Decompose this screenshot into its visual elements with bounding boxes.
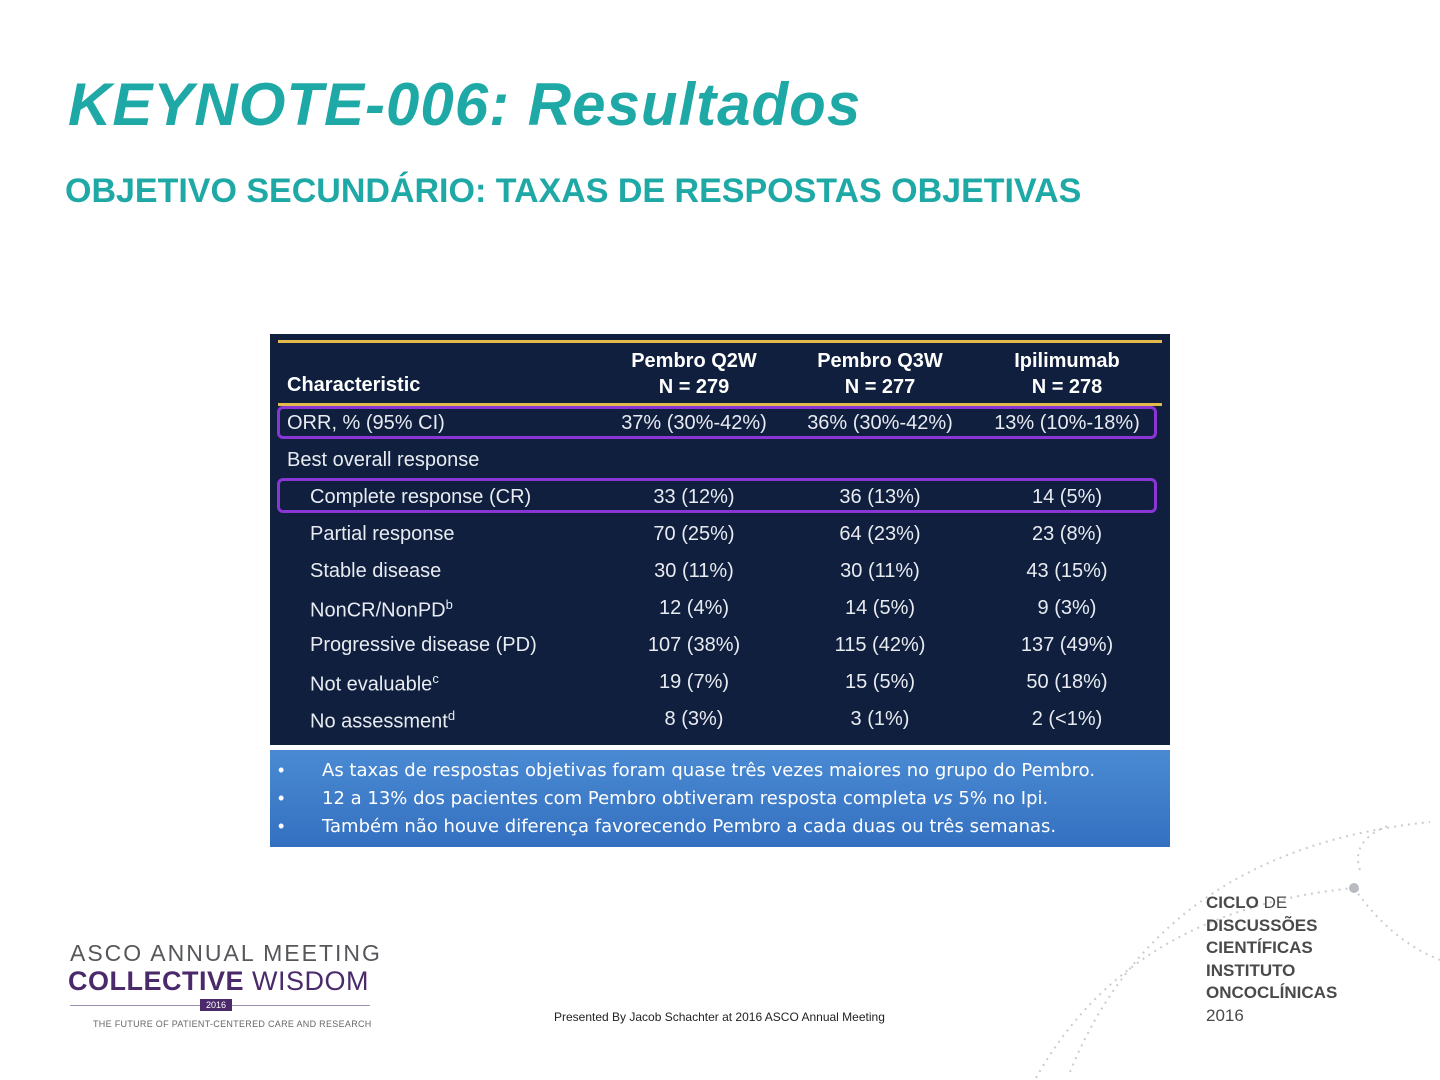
bullet-text-2: 12 a 13% dos pacientes com Pembro obtive… (322, 788, 1048, 809)
row-label: ORR, % (95% CI) (287, 412, 445, 434)
cell-value: 50 (18%) (1026, 671, 1108, 693)
asco-logo-year: 2016 (200, 999, 233, 1011)
footnote-marker: d (447, 708, 456, 723)
cell-value: 23 (8%) (1031, 523, 1103, 545)
cell-value: 2 (<1%) (1031, 708, 1103, 730)
ciclo-logo-line1: CICLO DE (1206, 892, 1337, 915)
table-top-rule (278, 340, 1162, 343)
column-name: Pembro Q3W (817, 350, 943, 372)
cell-value: 37% (30%-42%) (621, 412, 767, 434)
row-label-text: No assessment (310, 710, 448, 733)
table-row-no-assessment: No assessmentd 8 (3%) 3 (1%) 2 (<1%) (270, 702, 1170, 738)
row-label-text: Not evaluable (310, 673, 433, 696)
bullet-text-part: 12 a 13% dos pacientes com Pembro obtive… (322, 788, 933, 809)
ciclo-logo-line4: INSTITUTO (1206, 960, 1296, 980)
asco-logo-tagline: THE FUTURE OF PATIENT-CENTERED CARE AND … (93, 1019, 372, 1029)
column-header-pembro-q2w: Pembro Q2W N = 279 (604, 348, 784, 400)
table-row-partial-response: Partial response 70 (25%) 64 (23%) 23 (8… (270, 517, 1170, 553)
bullet-marker: • (278, 760, 285, 780)
cell-value: 14 (5%) (1031, 486, 1103, 508)
bullet-marker: • (278, 816, 285, 836)
row-label: NonCR/NonPDb (310, 597, 453, 623)
summary-bullets-box: • As taxas de respostas objetivas foram … (270, 750, 1170, 847)
cell-value: 70 (25%) (653, 523, 735, 545)
cell-value: 13% (10%-18%) (994, 412, 1140, 434)
asco-logo-wisdom: WISDOM (252, 966, 370, 996)
slide-title: KEYNOTE-006: Resultados (68, 71, 862, 138)
bullet-marker: • (278, 788, 285, 808)
cell-value: 43 (15%) (1026, 560, 1108, 582)
ciclo-logo: CICLO DE DISCUSSÕES CIENTÍFICAS INSTITUT… (1206, 892, 1337, 1027)
column-n: N = 277 (844, 376, 916, 398)
asco-logo-collective: COLLECTIVE (68, 966, 245, 996)
ciclo-logo-line5: ONCOCLÍNICAS (1206, 983, 1338, 1002)
cell-value: 8 (3%) (664, 708, 724, 730)
cell-value: 3 (1%) (850, 708, 910, 730)
row-label: Best overall response (287, 449, 480, 471)
row-label: Progressive disease (PD) (310, 634, 537, 656)
results-table: Characteristic Pembro Q2W N = 279 Pembro… (270, 334, 1170, 745)
cell-value: 14 (5%) (844, 597, 916, 619)
cell-value: 36% (30%-42%) (807, 412, 953, 434)
table-row-progressive-disease: Progressive disease (PD) 107 (38%) 115 (… (270, 628, 1170, 664)
cell-value: 9 (3%) (1037, 597, 1097, 619)
cell-value: 64 (23%) (839, 523, 921, 545)
ciclo-logo-de: DE (1263, 893, 1288, 912)
column-n: N = 278 (1031, 376, 1103, 398)
footnote-marker: b (445, 597, 453, 612)
orr-row-highlight (277, 406, 1157, 439)
cell-value: 30 (11%) (840, 560, 920, 582)
row-label: No assessmentd (310, 708, 455, 734)
decorative-arc-graphic (1035, 821, 1440, 1079)
column-header-ipilimumab: Ipilimumab N = 278 (977, 348, 1157, 400)
table-header-rule (278, 403, 1162, 406)
table-row-stable-disease: Stable disease 30 (11%) 30 (11%) 43 (15%… (270, 554, 1170, 590)
bullet-text-1: As taxas de respostas objetivas foram qu… (322, 760, 1096, 781)
bullet-text-italic: vs (932, 788, 953, 809)
row-label: Complete response (CR) (310, 486, 532, 508)
cell-value: 137 (49%) (1020, 634, 1114, 656)
table-row-best-overall: Best overall response (270, 443, 1170, 479)
cell-value: 12 (4%) (658, 597, 730, 619)
cell-value: 30 (11%) (654, 560, 734, 582)
table-row-orr: ORR, % (95% CI) 37% (30%-42%) 36% (30%-4… (270, 406, 1170, 442)
table-row-noncr-nonpd: NonCR/NonPDb 12 (4%) 14 (5%) 9 (3%) (270, 591, 1170, 627)
table-row-complete-response: Complete response (CR) 33 (12%) 36 (13%)… (270, 480, 1170, 516)
ciclo-logo-line2: DISCUSSÕES (1206, 915, 1318, 935)
cr-row-highlight (277, 478, 1157, 513)
column-header-pembro-q3w: Pembro Q3W N = 277 (790, 348, 970, 400)
presenter-footer: Presented By Jacob Schachter at 2016 ASC… (554, 1010, 885, 1024)
cell-value: 115 (42%) (834, 634, 926, 656)
cell-value: 33 (12%) (653, 486, 735, 508)
bullet-text-part: 5% no Ipi. (952, 788, 1049, 809)
bullet-text-3: Também não houve diferença favorecendo P… (322, 816, 1057, 837)
asco-logo-line1: ASCO ANNUAL MEETING (70, 940, 382, 966)
ciclo-logo-ciclo: CICLO (1206, 893, 1259, 912)
column-n: N = 279 (658, 376, 730, 398)
row-label-text: NonCR/NonPD (310, 599, 446, 622)
row-label: Stable disease (310, 560, 442, 582)
column-name: Pembro Q2W (631, 350, 757, 372)
asco-logo-collective-wisdom: COLLECTIVE WISDOM (68, 966, 369, 997)
table-row-not-evaluable: Not evaluablec 19 (7%) 15 (5%) 50 (18%) (270, 665, 1170, 701)
cell-value: 19 (7%) (658, 671, 730, 693)
cell-value: 36 (13%) (839, 486, 921, 508)
ciclo-logo-line3: CIENTÍFICAS (1206, 938, 1313, 957)
slide-subtitle: OBJETIVO SECUNDÁRIO: TAXAS DE RESPOSTAS … (65, 172, 1082, 210)
cell-value: 107 (38%) (647, 634, 741, 656)
ciclo-logo-year: 2016 (1206, 1005, 1244, 1025)
row-label: Partial response (310, 523, 455, 545)
characteristic-header: Characteristic (287, 374, 421, 396)
footnote-marker: c (432, 671, 439, 686)
column-name: Ipilimumab (1014, 350, 1120, 372)
cell-value: 15 (5%) (844, 671, 916, 693)
row-label: Not evaluablec (310, 671, 439, 697)
